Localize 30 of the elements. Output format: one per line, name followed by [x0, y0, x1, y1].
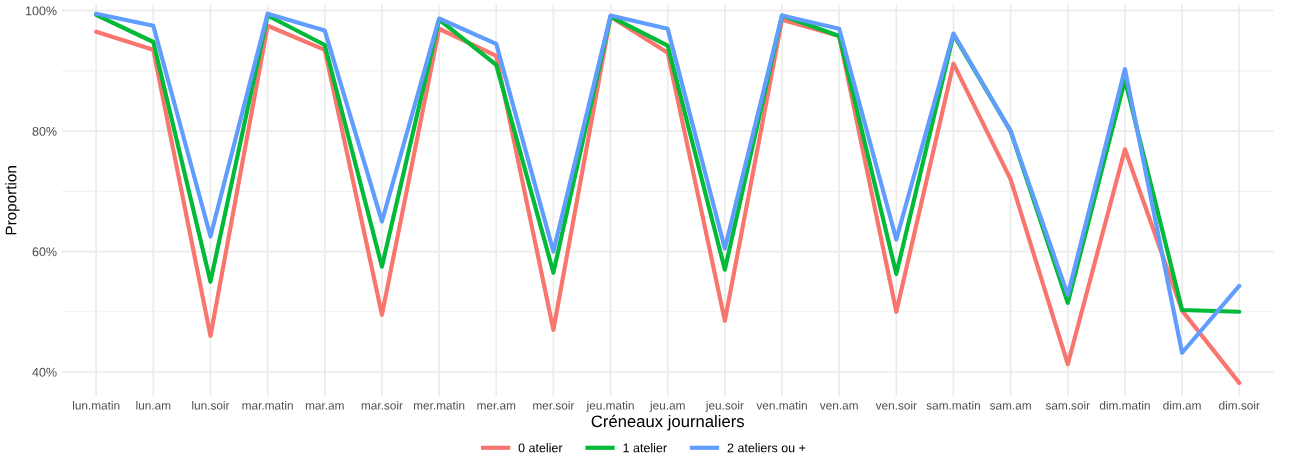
x-tick-label: dim.am — [1163, 400, 1201, 410]
x-tick-label: dim.soir — [1219, 400, 1260, 410]
x-axis-title: Créneaux journaliers — [591, 414, 744, 431]
x-tick-label: lun.am — [136, 400, 171, 410]
x-tick-label: ven.am — [819, 403, 858, 410]
x-tick-label: mar.am — [305, 403, 344, 410]
x-tick-label: mar.matin — [242, 400, 293, 410]
y-tick-label: 40% — [32, 367, 57, 377]
x-tick-label: jeu.matin — [586, 400, 634, 412]
x-tick-label: mer.am — [477, 403, 516, 410]
legend-label: 2 ateliers ou + — [727, 443, 806, 453]
x-tick-label: dim.matin — [1099, 400, 1150, 410]
x-tick-label: lun.matin — [73, 400, 120, 410]
x-tick-label: mer.matin — [413, 400, 465, 410]
x-tick-label: mar.soir — [361, 400, 403, 410]
x-tick-label: sam.am — [989, 403, 1031, 410]
legend-label: 0 atelier — [518, 443, 563, 453]
x-tick-label: ven.soir — [875, 400, 917, 410]
y-axis-title: Proportion — [5, 166, 20, 235]
legend-label: 1 atelier — [623, 443, 667, 453]
x-tick-label: ven.matin — [756, 400, 807, 410]
x-tick-label: sam.matin — [926, 400, 980, 410]
y-tick-label: 80% — [32, 126, 57, 136]
y-tick-label: 100% — [26, 6, 57, 16]
x-tick-label: mer.soir — [533, 400, 575, 410]
x-tick-label: jeu.am — [649, 400, 685, 412]
y-tick-label: 60% — [32, 247, 57, 257]
x-tick-label: jeu.soir — [705, 400, 744, 412]
x-tick-label: lun.soir — [192, 400, 230, 410]
x-tick-label: sam.soir — [1045, 400, 1090, 410]
